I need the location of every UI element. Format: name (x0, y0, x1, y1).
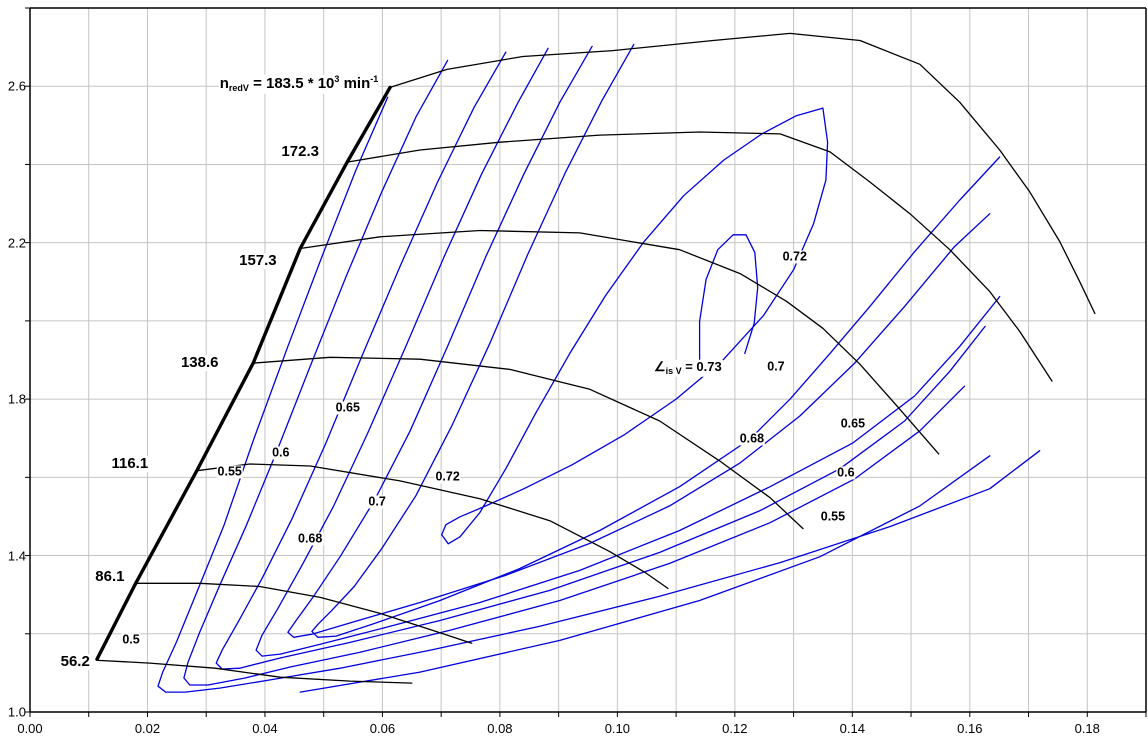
y-tick-label: 1.0 (7, 704, 26, 720)
efficiency-contour-0.72 (441, 107, 829, 545)
speed-line-138.6 (252, 356, 804, 530)
efficiency-label: 0.72 (434, 469, 461, 484)
efficiency-label: 0.7 (367, 494, 387, 509)
x-tick-label: 0.10 (604, 721, 631, 736)
efficiency-label: 0.6 (271, 445, 291, 460)
speed-line-label: 116.1 (110, 455, 150, 473)
speed-line-label: 138.6 (179, 354, 220, 372)
speed-line-56.2 (97, 659, 413, 684)
speed-line-label: 172.3 (280, 143, 320, 161)
eta-isv-label: ∠is V = 0.73 (652, 358, 723, 377)
efficiency-contour-0.55 (183, 59, 966, 686)
x-tick-label: 0.12 (722, 721, 748, 736)
y-tick-label: 2.6 (7, 78, 26, 94)
efficiency-label: 0.6 (836, 465, 856, 480)
speed-line-label: 56.2 (59, 653, 91, 671)
x-tick-label: 0.06 (369, 721, 396, 736)
efficiency-label: 0.68 (738, 431, 766, 446)
x-tick-label: 0.18 (1074, 721, 1100, 736)
efficiency-contour-0.68 (287, 45, 991, 638)
speed-line-172.3 (346, 131, 1053, 382)
speed-line-main-label: nredV = 183.5 * 103 min-1 (218, 74, 380, 94)
x-tick-label: 0.02 (134, 721, 161, 736)
x-tick-label: 0.16 (957, 721, 983, 736)
y-tick-label: 1.4 (7, 548, 26, 564)
efficiency-label: 0.55 (819, 509, 847, 524)
efficiency-label: 0.65 (334, 400, 361, 415)
efficiency-contour-unlabeled (299, 455, 991, 693)
y-tick-label: 1.8 (7, 391, 26, 407)
efficiency-contour-0.65 (255, 47, 1001, 657)
speed-line-157.3 (299, 229, 940, 455)
efficiency-contour-0.7 (311, 43, 1001, 638)
speed-line-116.1 (196, 463, 669, 590)
efficiency-label: 0.5 (121, 632, 141, 647)
efficiency-label: 0.55 (216, 464, 243, 479)
efficiency-contour-0.6 (215, 51, 986, 670)
efficiency-contour-0.73 (698, 234, 759, 362)
x-tick-label: 0.04 (252, 721, 278, 736)
y-tick-label: 2.2 (7, 235, 26, 251)
efficiency-label: 0.7 (766, 359, 786, 374)
speed-line-label: 86.1 (94, 568, 126, 586)
x-tick-label: 0.08 (487, 721, 513, 736)
speed-line-86.1 (135, 582, 473, 644)
efficiency-label: 0.72 (781, 249, 808, 264)
x-tick-label: 0.00 (17, 721, 43, 736)
speed-line-183.5 (389, 32, 1096, 315)
efficiency-contour-0.5 (157, 96, 1041, 693)
efficiency-label: 0.68 (297, 531, 324, 546)
x-tick-label: 0.14 (839, 721, 865, 736)
surge-line (95, 85, 392, 661)
speed-line-label: 157.3 (238, 252, 278, 270)
efficiency-label: 0.65 (839, 416, 867, 431)
